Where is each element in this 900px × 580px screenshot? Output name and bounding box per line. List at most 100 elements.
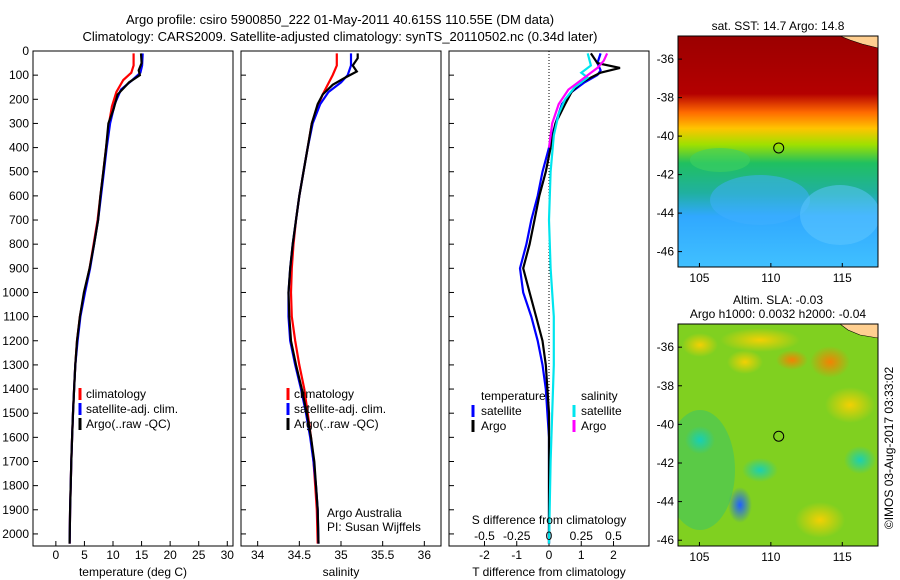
sla-ytick-label: -44 <box>657 495 675 509</box>
depth-tick-label: 700 <box>9 213 29 227</box>
diff-legend-label: Argo <box>481 419 507 433</box>
depth-tick-label: 1300 <box>2 358 29 372</box>
temp-plot-frame <box>32 50 234 547</box>
diff-top-tick-label: -0.5 <box>474 529 495 543</box>
diff-legend-label: Argo <box>581 419 607 433</box>
depth-tick-label: 2000 <box>2 527 29 541</box>
sla-xtick-label: 110 <box>761 550 780 564</box>
sla-xtick-label: 105 <box>689 550 709 564</box>
sal-legend-label: satellite-adj. clim. <box>294 402 386 416</box>
depth-tick-label: 200 <box>9 92 29 106</box>
sla-xtick-label: 115 <box>833 550 852 564</box>
diff-top-tick-label: 0.25 <box>570 529 594 543</box>
sal-series-line <box>287 53 353 544</box>
depth-tick-label: 1700 <box>2 454 29 468</box>
imos-credit-text: ©IMOS 03-Aug-2017 03:33:02 <box>882 367 896 530</box>
sst-colormap <box>678 36 878 267</box>
temp-xaxis-label: temperature (deg C) <box>79 565 187 579</box>
temp-xtick-label: 25 <box>192 548 206 562</box>
depth-tick-label: 300 <box>9 116 29 130</box>
depth-tick-label: 1500 <box>2 406 29 420</box>
temp-xtick-label: 15 <box>135 548 149 562</box>
sla-map-title: Altim. SLA: -0.03 <box>733 293 823 307</box>
sst-xtick-label: 110 <box>761 271 780 285</box>
sal-legend-label: Argo(..raw -QC) <box>294 417 379 431</box>
depth-tick-label: 1400 <box>2 382 29 396</box>
depth-tick-label: 1200 <box>2 334 29 348</box>
depth-tick-label: 1900 <box>2 503 29 517</box>
diff-legend-label: satellite <box>481 404 522 418</box>
depth-tick-label: 1100 <box>3 310 29 324</box>
temp-xtick-label: 0 <box>53 548 60 562</box>
diff-top-tick-label: -0.25 <box>503 529 531 543</box>
depth-tick-label: 1000 <box>2 285 29 299</box>
diff-xaxis-label: T difference from climatology <box>472 565 626 579</box>
diff-top-tick-label: 0 <box>546 529 553 543</box>
sst-argo-location-marker <box>773 142 785 154</box>
sla-ytick-label: -38 <box>657 379 675 393</box>
sla-colormap <box>678 324 878 546</box>
sal-legend-label: climatology <box>294 387 354 401</box>
temp-series-line <box>68 53 143 544</box>
sst-ytick-label: -38 <box>657 91 675 105</box>
diff-legend-title-salinity: salinity <box>581 389 618 403</box>
temp-legend-label: climatology <box>86 387 146 401</box>
temp-series-line <box>68 53 144 544</box>
salinity-annotation-text: PI: Susan Wijffels <box>327 520 421 534</box>
diff-xtick-label: 0 <box>546 548 553 562</box>
diff-series-line <box>522 52 621 544</box>
temp-xtick-label: 30 <box>221 548 235 562</box>
sst-xtick-label: 115 <box>833 271 852 285</box>
depth-tick-label: 900 <box>9 261 29 275</box>
depth-tick-label: 600 <box>9 189 29 203</box>
sal-xtick-label: 34.5 <box>288 548 312 562</box>
depth-tick-label: 800 <box>9 237 29 251</box>
temp-xtick-label: 5 <box>81 548 88 562</box>
sst-ytick-label: -42 <box>657 168 675 182</box>
temp-series-line <box>68 53 135 544</box>
sal-series-line <box>287 53 359 544</box>
sal-xtick-label: 36 <box>418 548 432 562</box>
diff-series-line <box>547 52 609 148</box>
sst-xtick-label: 105 <box>689 271 709 285</box>
sla-ytick-label: -46 <box>657 533 675 547</box>
depth-tick-label: 500 <box>9 165 29 179</box>
temp-xtick-label: 20 <box>163 548 177 562</box>
temp-legend-label: Argo(..raw -QC) <box>86 417 171 431</box>
sla-ytick-label: -40 <box>657 417 675 431</box>
sst-ytick-label: -40 <box>657 129 675 143</box>
depth-tick-label: 1800 <box>2 479 29 493</box>
sal-xtick-label: 35.5 <box>371 548 395 562</box>
diff-series-line <box>547 53 593 544</box>
diff-xtick-label: 2 <box>610 548 617 562</box>
depth-tick-label: 0 <box>22 44 29 58</box>
sal-plot-frame <box>240 50 442 547</box>
diff-legend-label: satellite <box>581 404 622 418</box>
sst-ytick-label: -36 <box>657 52 675 66</box>
depth-tick-label: 100 <box>9 68 29 82</box>
depth-tick-label: 1600 <box>2 430 29 444</box>
diff-top-axis-label: S difference from climatology <box>472 513 627 527</box>
sal-xtick-label: 35 <box>334 548 348 562</box>
diff-top-tick-label: 0.5 <box>605 529 622 543</box>
chart-title-line-1: Argo profile: csiro 5900850_222 01-May-2… <box>125 12 555 27</box>
sla-map-frame <box>677 323 879 547</box>
depth-tick-label: 400 <box>9 141 29 155</box>
sal-xtick-label: 34 <box>251 548 265 562</box>
diff-xtick-label: 1 <box>578 548 585 562</box>
sla-argo-location-marker <box>773 430 785 442</box>
salinity-annotation-text: Argo Australia <box>327 506 402 520</box>
chart-title-line-2: Climatology: CARS2009. Satellite-adjuste… <box>82 29 598 44</box>
temp-legend-label: satellite-adj. clim. <box>86 402 178 416</box>
sst-map-title: sat. SST: 14.7 Argo: 14.8 <box>712 19 845 33</box>
sla-ytick-label: -36 <box>657 340 675 354</box>
sal-xaxis-label: salinity <box>323 565 360 579</box>
diff-xtick-label: -2 <box>479 548 490 562</box>
diff-legend-title-temperature: temperature <box>481 389 546 403</box>
sla-ytick-label: -42 <box>657 456 675 470</box>
sst-ytick-label: -44 <box>657 206 675 220</box>
sla-map-title: Argo h1000: 0.0032 h2000: -0.04 <box>690 307 866 321</box>
diff-xtick-label: -1 <box>511 548 522 562</box>
sst-map-frame <box>677 35 879 268</box>
